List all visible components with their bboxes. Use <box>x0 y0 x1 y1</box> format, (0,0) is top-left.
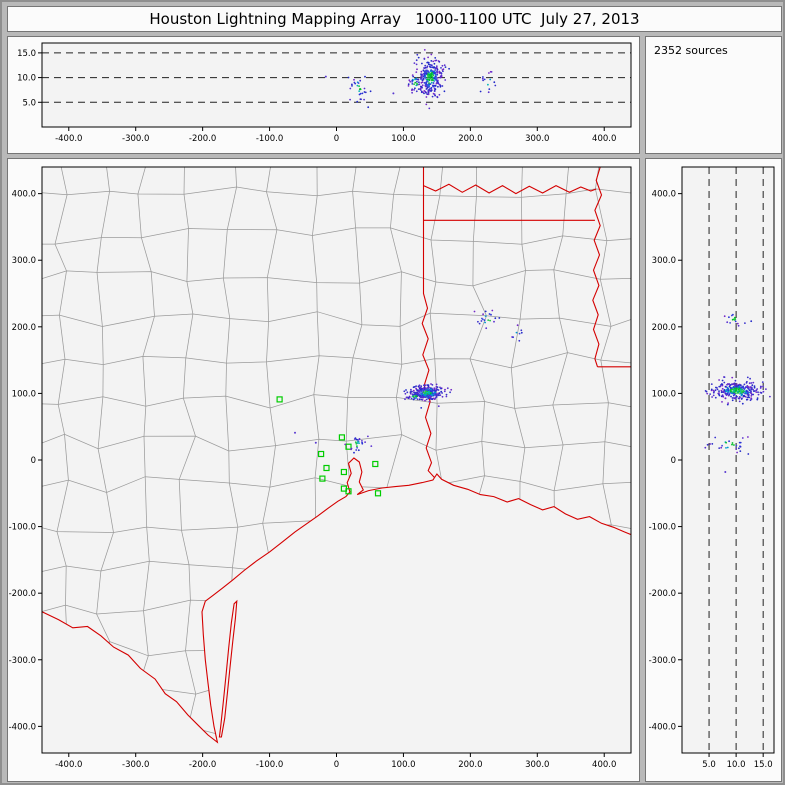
border-mississippi <box>592 167 603 367</box>
svg-text:-100.0: -100.0 <box>256 134 283 144</box>
svg-text:5.0: 5.0 <box>22 98 36 108</box>
border-south <box>42 457 631 744</box>
svg-text:-100.0: -100.0 <box>649 523 676 533</box>
plot-background <box>42 43 631 127</box>
svg-text:0: 0 <box>334 760 339 770</box>
svg-text:15.0: 15.0 <box>17 49 36 59</box>
svg-text:-100.0: -100.0 <box>9 523 36 533</box>
svg-text:400.0: 400.0 <box>592 760 616 770</box>
title-bar: Houston Lightning Mapping Array 1000-110… <box>7 6 782 32</box>
svg-text:5.0: 5.0 <box>702 760 716 770</box>
svg-text:-400.0: -400.0 <box>9 722 36 732</box>
svg-text:-100.0: -100.0 <box>256 760 283 770</box>
plot-background <box>42 167 631 753</box>
sources-count-panel: 2352 sources <box>645 36 782 154</box>
svg-text:300.0: 300.0 <box>525 134 549 144</box>
svg-text:-300.0: -300.0 <box>122 134 149 144</box>
altitude-ns-chart: 5.0 10.0 15.0 400.0 300.0 200.0 100.0 0 -100.0 -2… <box>649 166 775 770</box>
altitude-ew-chart: -400.0 -300.0 -200.0 -100.0 0 100.0 200.0 300.0… <box>17 42 632 144</box>
svg-text:-300.0: -300.0 <box>9 656 36 666</box>
svg-text:-200.0: -200.0 <box>9 589 36 599</box>
svg-text:300.0: 300.0 <box>12 256 36 266</box>
svg-text:-200.0: -200.0 <box>189 760 216 770</box>
sources-count-label: 2352 sources <box>654 44 728 57</box>
dashed-gridlines <box>708 167 764 753</box>
scatter-points <box>704 313 771 473</box>
svg-text:10.0: 10.0 <box>727 760 746 770</box>
svg-text:100.0: 100.0 <box>652 389 676 399</box>
station-markers <box>276 396 382 497</box>
svg-text:200.0: 200.0 <box>12 323 36 333</box>
svg-text:400.0: 400.0 <box>652 190 676 200</box>
county-mesh <box>42 167 631 743</box>
plan-view-map-chart: -400.0 -300.0 -200.0 -100.0 0 100.0 200.0 300.0… <box>9 166 632 770</box>
border-island <box>218 599 238 738</box>
svg-text:0: 0 <box>334 134 339 144</box>
svg-text:300.0: 300.0 <box>525 760 549 770</box>
svg-text:-200.0: -200.0 <box>649 589 676 599</box>
border-red_river <box>423 183 597 195</box>
altitude-vs-eastwest-panel: -400.0 -300.0 -200.0 -100.0 0 100.0 200.0 300.0… <box>7 36 640 154</box>
svg-text:0: 0 <box>671 456 676 466</box>
dashed-gridlines <box>42 52 631 103</box>
svg-text:-400.0: -400.0 <box>649 722 676 732</box>
scatter-points <box>324 49 497 110</box>
svg-text:-400.0: -400.0 <box>55 134 82 144</box>
svg-text:100.0: 100.0 <box>12 389 36 399</box>
svg-text:-300.0: -300.0 <box>649 656 676 666</box>
tick-labels: 5.0 10.0 15.0 400.0 300.0 200.0 100.0 0 -100.0 -2… <box>649 190 773 770</box>
svg-text:0: 0 <box>31 456 36 466</box>
svg-text:100.0: 100.0 <box>391 134 415 144</box>
svg-text:300.0: 300.0 <box>652 256 676 266</box>
plan-view-map-panel: -400.0 -300.0 -200.0 -100.0 0 100.0 200.0 300.0… <box>7 158 640 782</box>
svg-text:200.0: 200.0 <box>458 134 482 144</box>
svg-text:100.0: 100.0 <box>391 760 415 770</box>
tick-labels: -400.0 -300.0 -200.0 -100.0 0 100.0 200.0 300.0… <box>9 190 617 770</box>
page-title: Houston Lightning Mapping Array 1000-110… <box>149 10 640 28</box>
scatter-points <box>294 309 523 454</box>
svg-text:200.0: 200.0 <box>652 323 676 333</box>
svg-text:10.0: 10.0 <box>17 74 36 84</box>
svg-text:-200.0: -200.0 <box>189 134 216 144</box>
plot-background <box>682 167 774 753</box>
svg-text:-300.0: -300.0 <box>122 760 149 770</box>
svg-text:400.0: 400.0 <box>12 190 36 200</box>
svg-text:400.0: 400.0 <box>592 134 616 144</box>
svg-text:15.0: 15.0 <box>754 760 773 770</box>
tick-labels: -400.0 -300.0 -200.0 -100.0 0 100.0 200.0 300.0… <box>17 49 616 144</box>
svg-text:200.0: 200.0 <box>458 760 482 770</box>
altitude-vs-northsouth-panel: 5.0 10.0 15.0 400.0 300.0 200.0 100.0 0 -100.0 -2… <box>645 158 782 782</box>
svg-text:-400.0: -400.0 <box>55 760 82 770</box>
